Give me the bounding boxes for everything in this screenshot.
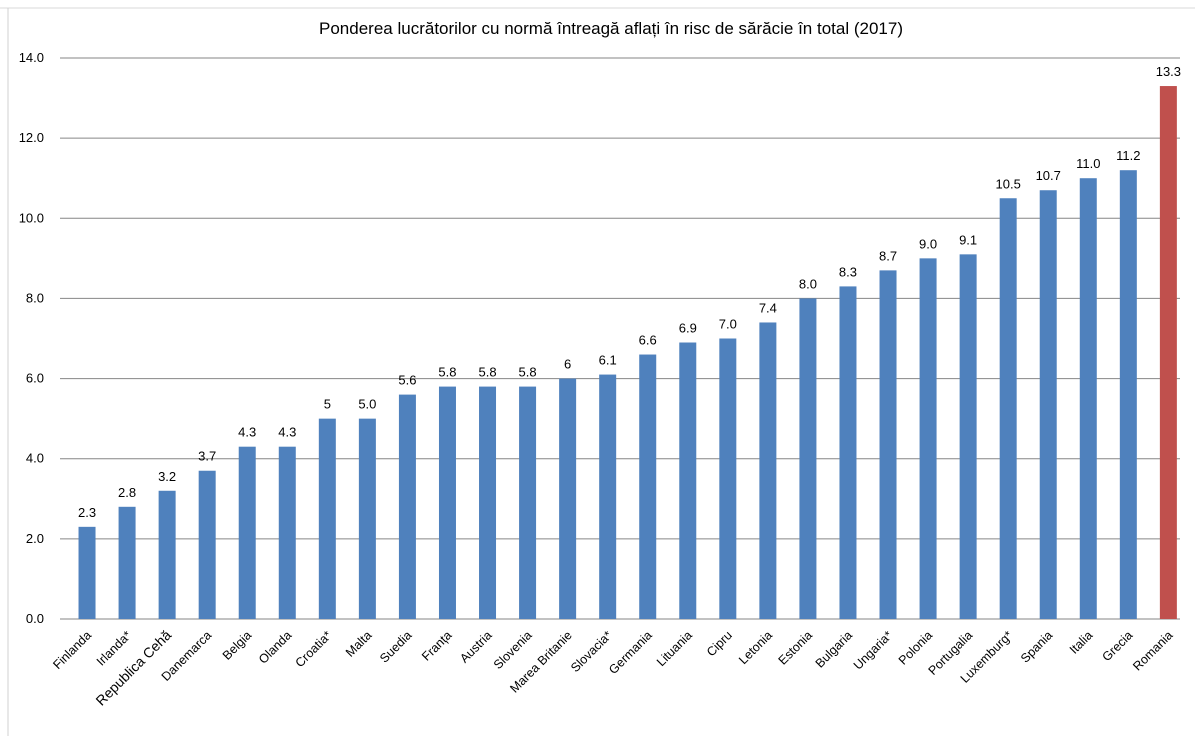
- data-label: 7.4: [759, 300, 777, 315]
- data-label: 10.5: [996, 176, 1021, 191]
- bar-13: [599, 374, 617, 619]
- data-label: 6.1: [599, 353, 617, 368]
- data-label: 4.3: [278, 425, 296, 440]
- bar-24: [1039, 190, 1057, 619]
- bar-2: [158, 490, 176, 619]
- y-axis-ticks: 0.0 2.0 4.0 6.0 8.0 10.0 12.0 14.0: [19, 50, 44, 626]
- data-label: 3.7: [198, 449, 216, 464]
- bar-16: [719, 338, 737, 619]
- bar-18: [799, 298, 817, 619]
- data-label: 10.7: [1036, 168, 1061, 183]
- chart-title: Ponderea lucrătorilor cu normă întreagă …: [319, 19, 903, 38]
- bar-8: [398, 394, 416, 619]
- y-tick-label: 12.0: [19, 130, 44, 145]
- data-label: 11.0: [1076, 156, 1100, 171]
- data-label: 5.8: [478, 365, 496, 380]
- bar-20: [879, 270, 897, 619]
- bar-15: [679, 342, 697, 619]
- data-labels: 2.3 2.8 3.2 3.7 4.3 4.3 5 5.0 5.6 5.8 5.8 5.8 6 6.1 6.…: [78, 64, 1181, 520]
- data-label: 2.8: [118, 485, 136, 500]
- data-label: 4.3: [238, 425, 256, 440]
- bars: [78, 86, 1177, 620]
- data-label: 6.6: [639, 333, 657, 348]
- bar-1: [118, 506, 136, 619]
- data-label: 9.0: [919, 236, 937, 251]
- y-tick-label: 2.0: [26, 531, 44, 546]
- data-label: 8.0: [799, 276, 817, 291]
- data-label: 5.8: [438, 365, 456, 380]
- data-label: 5.8: [519, 365, 537, 380]
- bar-26: [1119, 170, 1137, 619]
- bar-22: [959, 254, 977, 619]
- bar-10: [479, 386, 497, 619]
- data-label: 13.3: [1156, 64, 1181, 79]
- bar-3: [198, 470, 216, 619]
- data-label: 6: [564, 357, 571, 372]
- data-label: 8.3: [839, 264, 857, 279]
- data-label: 8.7: [879, 248, 897, 263]
- data-label: 5: [324, 397, 331, 412]
- y-tick-label: 14.0: [19, 50, 44, 65]
- bar-9: [438, 386, 456, 619]
- data-label: 7.0: [719, 317, 737, 332]
- y-tick-label: 4.0: [26, 451, 44, 466]
- y-tick-label: 6.0: [26, 371, 44, 386]
- bar-21: [919, 258, 937, 619]
- bar-23: [999, 198, 1017, 619]
- data-label: 3.2: [158, 469, 176, 484]
- data-label: 9.1: [959, 232, 977, 247]
- bar-19: [839, 286, 857, 619]
- data-label: 5.0: [358, 397, 376, 412]
- bar-4: [238, 446, 256, 619]
- y-tick-label: 0.0: [26, 611, 44, 626]
- bar-5: [278, 446, 296, 619]
- bar-27: [1159, 86, 1177, 620]
- y-tick-label: 10.0: [19, 210, 44, 225]
- data-label: 5.6: [398, 373, 416, 388]
- bar-25: [1079, 178, 1097, 619]
- bar-17: [759, 322, 777, 619]
- y-tick-label: 8.0: [26, 290, 44, 305]
- bar-0: [78, 526, 96, 619]
- data-label: 2.3: [78, 505, 96, 520]
- bar-6: [318, 418, 336, 619]
- bar-11: [519, 386, 537, 619]
- bar-12: [559, 378, 577, 619]
- bar-14: [639, 354, 657, 619]
- data-label: 6.9: [679, 321, 697, 336]
- bar-7: [358, 418, 376, 619]
- data-label: 11.2: [1116, 148, 1140, 163]
